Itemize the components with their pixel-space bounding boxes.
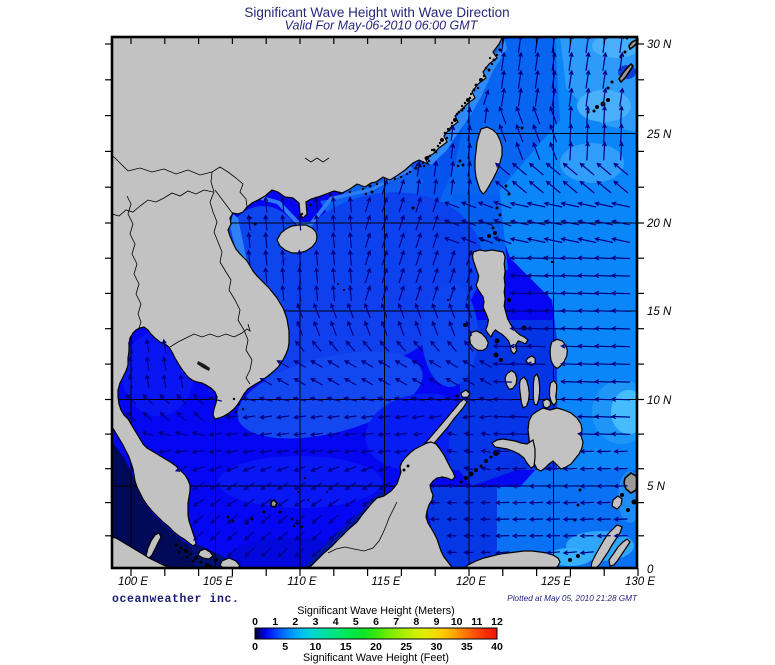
svg-text:130 E: 130 E [625,576,655,588]
svg-text:3: 3 [313,616,319,628]
svg-text:20: 20 [370,641,382,653]
svg-text:11: 11 [471,616,482,628]
svg-text:Valid For May-06-2010 06:00 GM: Valid For May-06-2010 06:00 GMT [285,19,479,33]
svg-text:10: 10 [451,616,463,628]
svg-text:4: 4 [333,616,339,628]
svg-text:6: 6 [373,616,379,628]
svg-text:7: 7 [393,616,399,628]
svg-text:30 N: 30 N [647,39,672,51]
svg-text:Significant Wave Height (Meter: Significant Wave Height (Meters) [297,605,454,617]
svg-text:Plotted at May 05, 2010 21:28: Plotted at May 05, 2010 21:28 GMT [507,594,638,603]
svg-text:15: 15 [340,641,352,653]
svg-text:0: 0 [252,641,258,653]
svg-text:30: 30 [431,641,443,653]
svg-text:8: 8 [413,616,419,628]
svg-text:9: 9 [434,616,440,628]
svg-text:110 E: 110 E [287,576,317,588]
svg-text:35: 35 [461,641,473,653]
svg-text:5: 5 [353,616,359,628]
svg-text:25: 25 [400,641,412,653]
svg-text:20 N: 20 N [646,218,672,230]
svg-text:125 E: 125 E [541,576,571,588]
svg-text:5 N: 5 N [647,481,666,493]
svg-text:Significant Wave Height (Feet): Significant Wave Height (Feet) [303,652,449,664]
svg-text:12: 12 [491,616,503,628]
svg-text:5: 5 [282,641,288,653]
svg-text:Significant Wave Height with W: Significant Wave Height with Wave Direct… [244,5,509,20]
svg-text:25 N: 25 N [646,129,672,141]
svg-text:100 E: 100 E [118,576,148,588]
svg-text:0: 0 [252,616,258,628]
svg-text:10: 10 [310,641,322,653]
svg-text:105 E: 105 E [203,576,233,588]
svg-text:10 N: 10 N [647,395,672,407]
svg-text:15 N: 15 N [647,306,672,318]
svg-text:1: 1 [272,616,278,628]
svg-text:115 E: 115 E [371,576,401,588]
svg-text:40: 40 [491,641,503,653]
svg-text:0: 0 [647,564,654,576]
svg-text:120 E: 120 E [456,576,486,588]
svg-text:2: 2 [292,616,298,628]
svg-text:oceanweather inc.: oceanweather inc. [112,593,240,606]
